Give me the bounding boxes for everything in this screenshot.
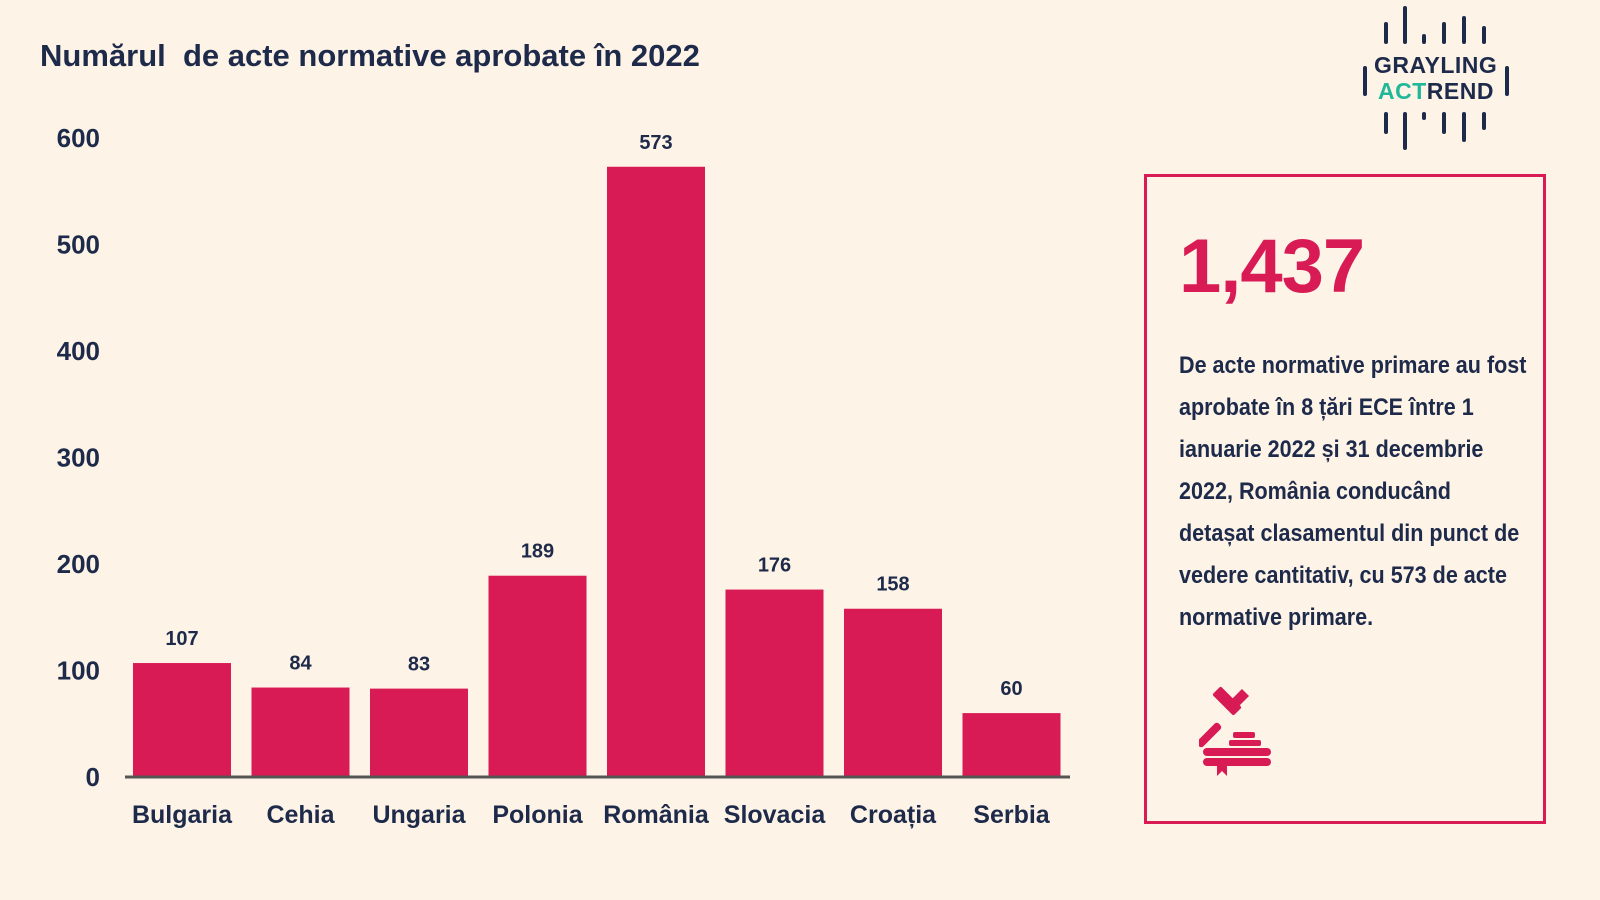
bar-cehia bbox=[251, 687, 350, 777]
total-count: 1,437 bbox=[1179, 224, 1365, 309]
data-label: 84 bbox=[289, 653, 312, 675]
x-tick-label: România bbox=[603, 801, 710, 829]
summary-box: 1,437 De acte normative primare au fost … bbox=[1144, 174, 1546, 824]
grayling-actrend-logo: GRAYLING ACTREND bbox=[1360, 4, 1510, 154]
bar-bulgaria bbox=[133, 663, 231, 777]
gavel-book-icon bbox=[1199, 686, 1271, 776]
y-tick-label: 300 bbox=[57, 443, 100, 473]
summary-description: De acte normative primare au fost aproba… bbox=[1179, 352, 1527, 631]
bar-croația bbox=[844, 608, 942, 777]
x-tick-label: Bulgaria bbox=[132, 801, 233, 829]
y-tick-label: 600 bbox=[57, 123, 100, 153]
x-tick-label: Slovacia bbox=[724, 801, 827, 829]
bar-ungaria bbox=[370, 688, 468, 777]
data-label: 107 bbox=[165, 628, 198, 650]
data-label: 573 bbox=[639, 132, 672, 154]
bar-serbia bbox=[962, 713, 1061, 777]
x-tick-label: Polonia bbox=[492, 801, 583, 829]
y-tick-label: 0 bbox=[86, 762, 100, 792]
data-label: 83 bbox=[408, 654, 430, 676]
bar-chart: 0 100 200 300 400 500 600 107 Bulgaria 84 Cehia 83 U… bbox=[57, 123, 1070, 829]
y-tick-label: 100 bbox=[57, 656, 100, 686]
y-tick-label: 200 bbox=[57, 549, 100, 579]
data-label: 189 bbox=[521, 541, 554, 563]
bar-românia bbox=[607, 166, 705, 777]
y-tick-label: 400 bbox=[57, 336, 100, 366]
data-label: 158 bbox=[876, 574, 909, 596]
x-tick-label: Cehia bbox=[266, 801, 335, 829]
bar-slovacia bbox=[725, 589, 824, 777]
x-tick-label: Serbia bbox=[973, 801, 1051, 829]
data-label: 176 bbox=[758, 555, 791, 577]
y-tick-label: 500 bbox=[57, 230, 100, 260]
logo-line2: ACTREND bbox=[1378, 78, 1494, 104]
x-tick-label: Ungaria bbox=[372, 801, 466, 829]
logo-line1: GRAYLING bbox=[1374, 52, 1498, 78]
bar-polonia bbox=[488, 575, 587, 777]
x-tick-label: Croația bbox=[850, 801, 937, 829]
chart-title: Numărul de acte normative aprobate în 20… bbox=[40, 38, 700, 73]
data-label: 60 bbox=[1000, 678, 1022, 700]
